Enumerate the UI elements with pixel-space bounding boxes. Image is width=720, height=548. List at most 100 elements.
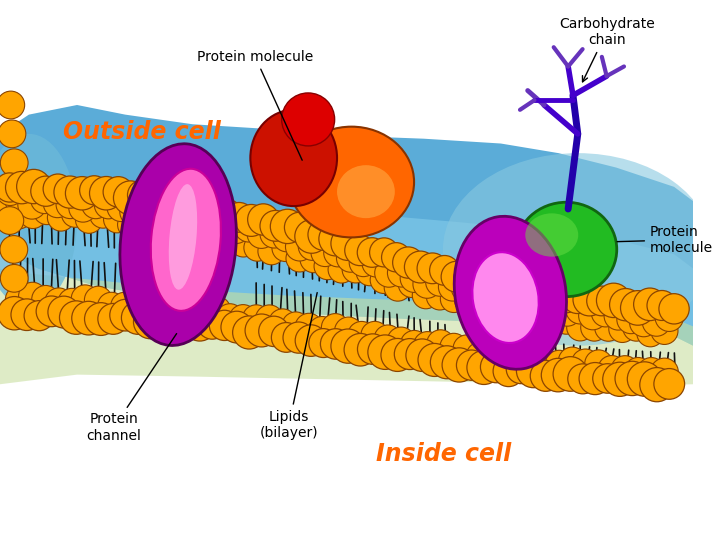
Circle shape	[562, 283, 593, 313]
Circle shape	[163, 297, 191, 324]
Circle shape	[0, 296, 31, 330]
Circle shape	[497, 300, 523, 327]
Circle shape	[398, 270, 426, 298]
Circle shape	[104, 206, 130, 233]
Polygon shape	[0, 105, 693, 384]
Circle shape	[158, 198, 186, 227]
Circle shape	[0, 178, 24, 206]
Circle shape	[272, 235, 299, 261]
Circle shape	[454, 286, 482, 313]
Circle shape	[216, 304, 244, 332]
Circle shape	[145, 202, 174, 230]
Circle shape	[525, 301, 552, 328]
Circle shape	[489, 272, 521, 304]
Circle shape	[621, 290, 655, 325]
Circle shape	[627, 362, 662, 396]
Circle shape	[654, 369, 685, 399]
Circle shape	[464, 261, 498, 295]
Circle shape	[510, 299, 538, 326]
Circle shape	[137, 294, 165, 322]
Circle shape	[5, 186, 33, 215]
Circle shape	[642, 308, 671, 336]
Ellipse shape	[337, 165, 395, 218]
Circle shape	[406, 339, 438, 372]
Circle shape	[300, 246, 327, 273]
Circle shape	[604, 302, 632, 330]
Circle shape	[567, 314, 594, 341]
Circle shape	[426, 283, 454, 310]
Circle shape	[30, 185, 59, 214]
Circle shape	[553, 307, 580, 334]
Circle shape	[0, 149, 28, 176]
Circle shape	[516, 354, 550, 387]
Circle shape	[456, 350, 487, 380]
Circle shape	[122, 301, 155, 334]
Circle shape	[133, 305, 167, 339]
Circle shape	[335, 317, 362, 345]
Circle shape	[117, 211, 145, 238]
Ellipse shape	[120, 144, 236, 345]
Circle shape	[431, 346, 464, 379]
Circle shape	[374, 259, 403, 287]
Circle shape	[69, 194, 97, 222]
Circle shape	[0, 207, 24, 235]
Circle shape	[45, 288, 73, 316]
Circle shape	[308, 219, 340, 250]
Circle shape	[441, 286, 467, 312]
Circle shape	[370, 266, 397, 294]
Circle shape	[387, 327, 415, 355]
Circle shape	[66, 176, 99, 210]
Ellipse shape	[150, 169, 221, 311]
Text: Protein molecule: Protein molecule	[197, 50, 313, 160]
Circle shape	[5, 202, 32, 229]
Circle shape	[553, 357, 588, 391]
Circle shape	[324, 238, 352, 267]
Circle shape	[541, 296, 569, 324]
Circle shape	[451, 273, 480, 302]
Circle shape	[212, 199, 243, 231]
Circle shape	[17, 169, 51, 204]
Circle shape	[89, 176, 123, 210]
Circle shape	[321, 313, 349, 341]
Circle shape	[284, 212, 315, 243]
Circle shape	[243, 305, 270, 333]
Circle shape	[400, 330, 428, 358]
Circle shape	[197, 208, 225, 236]
Circle shape	[384, 274, 411, 301]
Circle shape	[624, 357, 652, 385]
Polygon shape	[0, 269, 693, 386]
Circle shape	[132, 206, 158, 233]
Circle shape	[89, 201, 117, 228]
Circle shape	[362, 249, 390, 277]
Circle shape	[295, 325, 327, 356]
Circle shape	[345, 235, 375, 266]
Circle shape	[426, 268, 454, 296]
Circle shape	[467, 350, 501, 385]
Circle shape	[107, 193, 135, 221]
Circle shape	[651, 358, 678, 386]
Circle shape	[356, 259, 383, 286]
Circle shape	[357, 238, 387, 267]
Circle shape	[342, 256, 369, 283]
Circle shape	[210, 310, 240, 340]
Circle shape	[413, 332, 441, 359]
Circle shape	[245, 314, 278, 347]
Ellipse shape	[516, 202, 617, 296]
Circle shape	[493, 356, 524, 386]
Circle shape	[103, 176, 134, 207]
Circle shape	[294, 220, 328, 253]
Circle shape	[80, 176, 109, 205]
Text: Protein
molecule: Protein molecule	[617, 225, 713, 255]
Circle shape	[109, 299, 142, 331]
Circle shape	[270, 209, 305, 243]
Circle shape	[418, 344, 451, 376]
Circle shape	[273, 224, 301, 252]
Circle shape	[56, 190, 84, 219]
Circle shape	[160, 306, 190, 337]
Circle shape	[19, 282, 46, 310]
Circle shape	[244, 234, 271, 261]
Circle shape	[581, 314, 608, 341]
Circle shape	[637, 319, 664, 347]
Circle shape	[319, 222, 353, 256]
Circle shape	[258, 238, 285, 265]
